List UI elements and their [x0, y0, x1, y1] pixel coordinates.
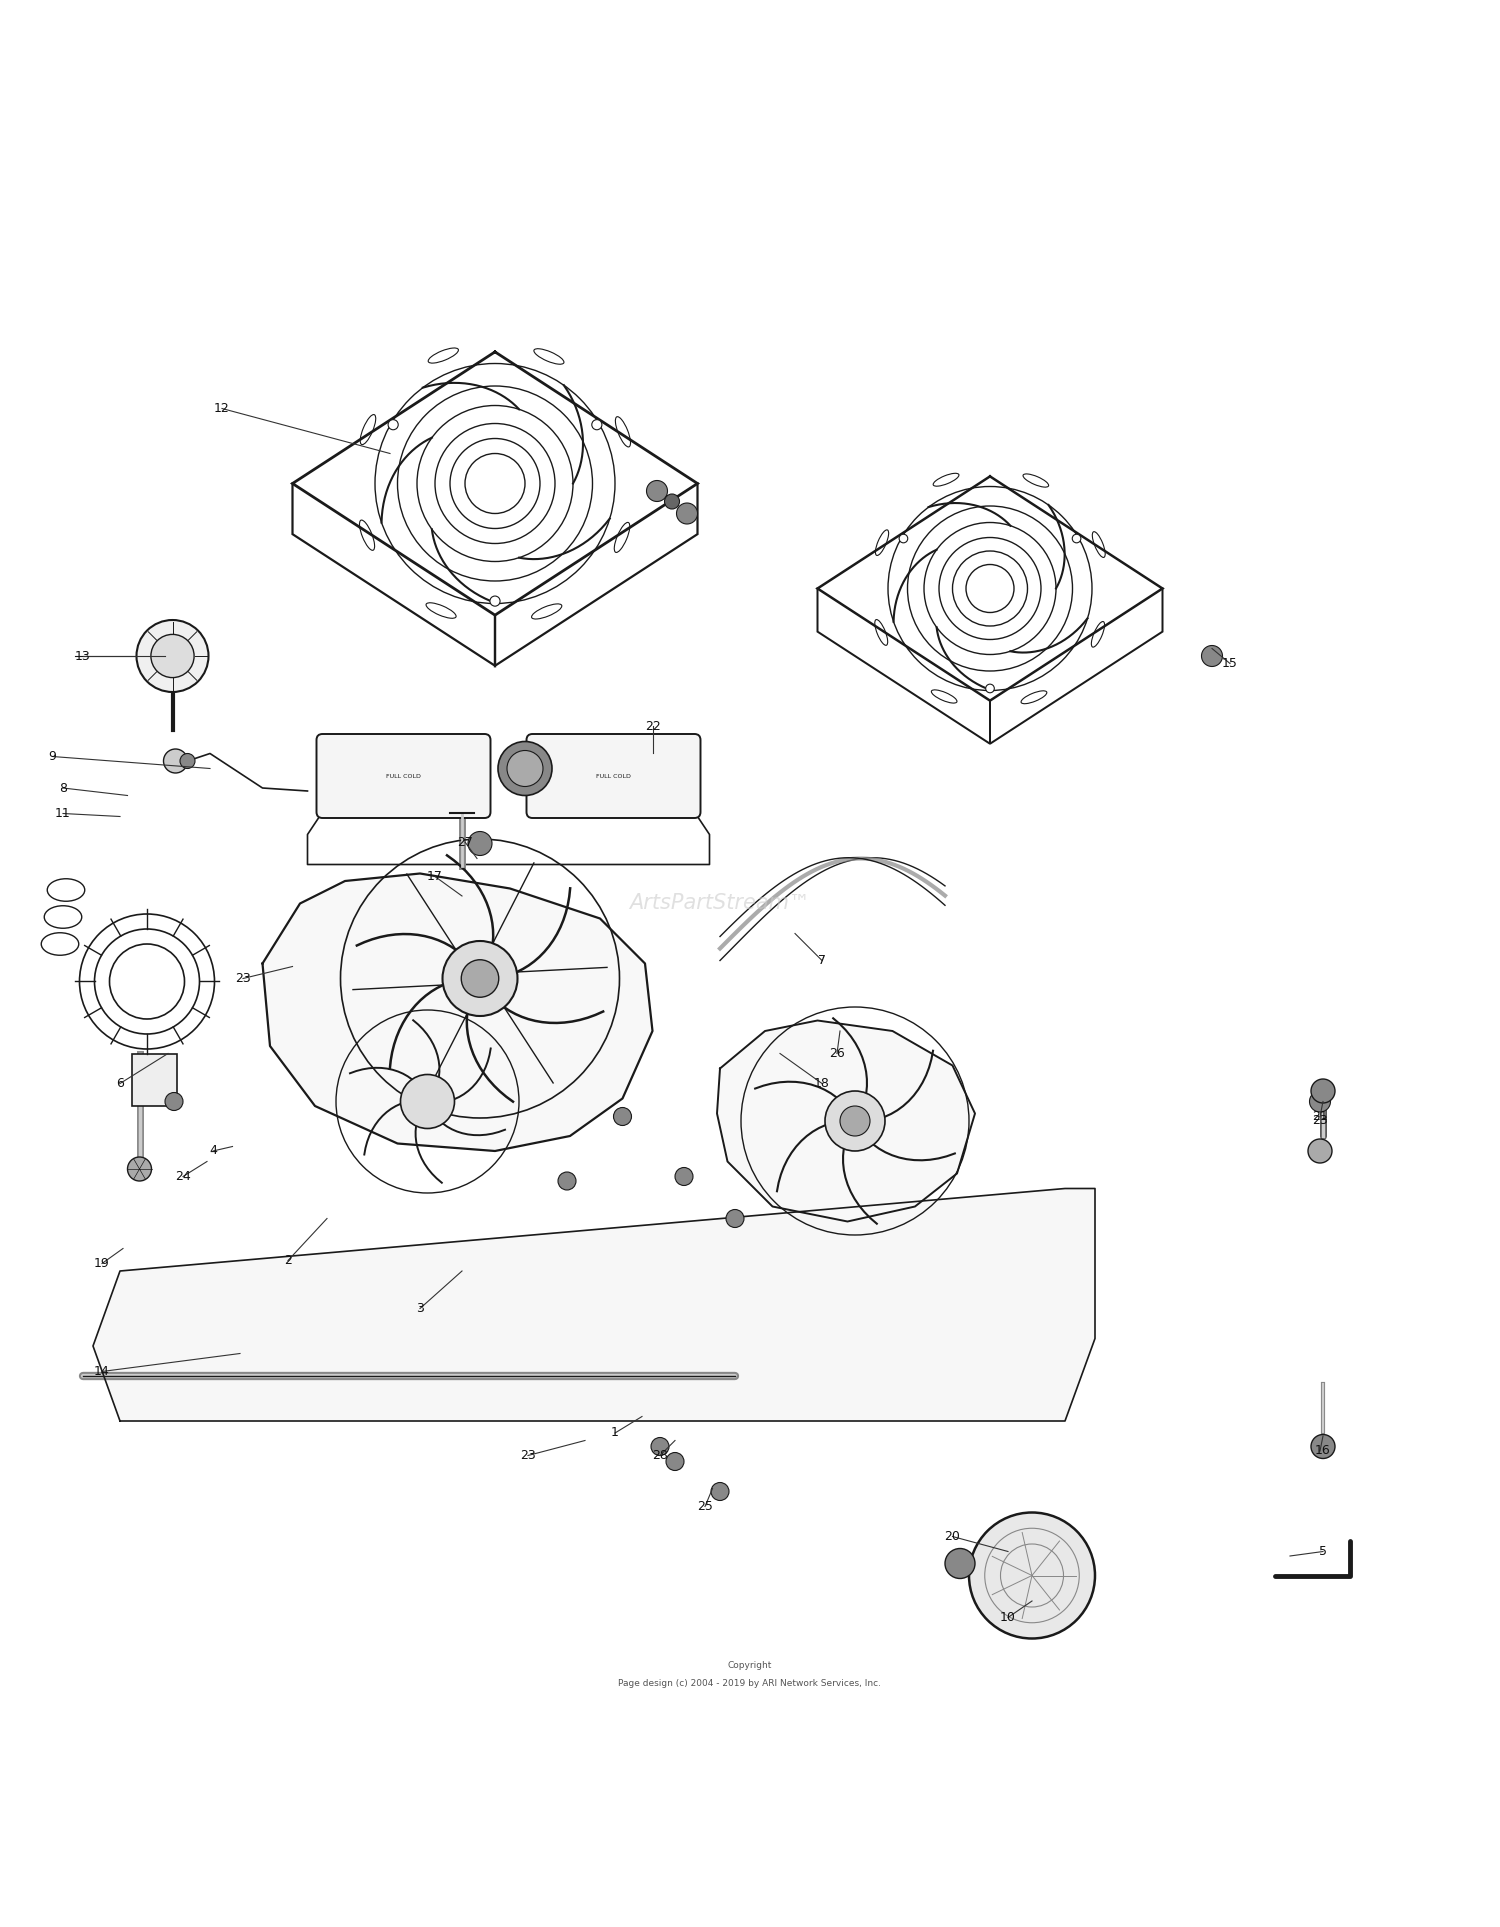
Text: 9: 9	[48, 750, 57, 763]
Text: 21: 21	[1312, 1110, 1328, 1123]
Text: 5: 5	[1318, 1545, 1328, 1559]
Text: 27: 27	[458, 836, 472, 848]
Text: 23: 23	[520, 1449, 536, 1463]
FancyBboxPatch shape	[526, 734, 701, 817]
FancyBboxPatch shape	[316, 734, 490, 817]
Circle shape	[558, 1172, 576, 1191]
Circle shape	[969, 1513, 1095, 1638]
Text: 14: 14	[94, 1364, 110, 1378]
Circle shape	[152, 634, 194, 678]
Circle shape	[507, 750, 543, 786]
Circle shape	[490, 595, 500, 607]
Text: 8: 8	[58, 782, 68, 794]
Text: 11: 11	[56, 807, 70, 821]
Circle shape	[400, 1075, 454, 1129]
Text: 1: 1	[610, 1426, 620, 1439]
Text: 3: 3	[416, 1303, 424, 1314]
Text: ArtsPartStream™: ArtsPartStream™	[630, 894, 810, 913]
Circle shape	[462, 960, 498, 998]
Circle shape	[165, 1093, 183, 1110]
Text: 4: 4	[209, 1145, 218, 1158]
Text: 23: 23	[1312, 1114, 1328, 1127]
Text: FULL COLD: FULL COLD	[386, 773, 422, 779]
Text: 23: 23	[236, 971, 250, 985]
Circle shape	[498, 742, 552, 796]
Text: 19: 19	[94, 1256, 110, 1270]
Text: Page design (c) 2004 - 2019 by ARI Network Services, Inc.: Page design (c) 2004 - 2019 by ARI Netwo…	[618, 1678, 882, 1688]
Circle shape	[840, 1106, 870, 1137]
Circle shape	[1310, 1091, 1330, 1112]
Text: 20: 20	[945, 1530, 960, 1544]
Text: 28: 28	[652, 1449, 668, 1463]
Circle shape	[664, 493, 680, 509]
Circle shape	[468, 831, 492, 856]
Circle shape	[128, 1156, 152, 1181]
Text: 15: 15	[1222, 657, 1238, 671]
Circle shape	[1311, 1434, 1335, 1459]
Text: 24: 24	[176, 1170, 190, 1183]
Circle shape	[726, 1210, 744, 1227]
Circle shape	[898, 534, 908, 543]
Circle shape	[1202, 646, 1222, 667]
Circle shape	[180, 753, 195, 769]
Text: 6: 6	[116, 1077, 124, 1091]
Text: FULL COLD: FULL COLD	[596, 773, 632, 779]
Text: 26: 26	[830, 1046, 844, 1060]
Circle shape	[945, 1549, 975, 1578]
Text: 22: 22	[645, 721, 660, 732]
Circle shape	[1311, 1079, 1335, 1102]
Circle shape	[676, 503, 698, 524]
Text: 18: 18	[815, 1077, 830, 1091]
Bar	[132, 1054, 177, 1106]
Circle shape	[666, 1453, 684, 1470]
Circle shape	[592, 420, 602, 430]
Text: 13: 13	[75, 649, 90, 663]
Text: 10: 10	[1000, 1611, 1016, 1624]
Polygon shape	[262, 873, 652, 1150]
Polygon shape	[717, 1021, 975, 1222]
Circle shape	[1072, 534, 1082, 543]
Circle shape	[651, 1438, 669, 1455]
Text: 16: 16	[1316, 1445, 1330, 1457]
Circle shape	[1308, 1139, 1332, 1164]
Text: 12: 12	[214, 403, 230, 414]
Circle shape	[986, 684, 994, 694]
Circle shape	[646, 480, 668, 501]
Circle shape	[614, 1108, 632, 1125]
Circle shape	[164, 750, 188, 773]
Polygon shape	[93, 1189, 1095, 1420]
Circle shape	[136, 620, 209, 692]
Text: 7: 7	[818, 954, 827, 967]
Circle shape	[388, 420, 398, 430]
Circle shape	[675, 1168, 693, 1185]
Circle shape	[825, 1091, 885, 1150]
Text: 2: 2	[284, 1254, 292, 1266]
Circle shape	[442, 940, 518, 1016]
Text: 25: 25	[698, 1499, 712, 1513]
Text: Copyright: Copyright	[728, 1661, 772, 1671]
Text: 17: 17	[427, 869, 442, 883]
Circle shape	[711, 1482, 729, 1501]
